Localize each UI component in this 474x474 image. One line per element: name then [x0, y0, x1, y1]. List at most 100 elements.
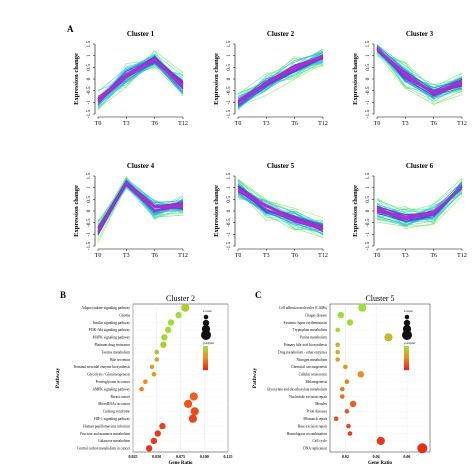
pathway-label: Nucleotide excision repair	[289, 395, 328, 399]
y-tick-label: 0.5	[365, 64, 371, 71]
y-tick-label: -1	[86, 232, 92, 237]
panel-label-c: C	[255, 290, 262, 300]
legend-color-segment	[203, 358, 208, 361]
x-axis-label: Gene Ratio	[368, 461, 393, 466]
legend-color-segment	[404, 346, 409, 349]
legend-color-segment	[203, 354, 208, 357]
y-axis-label: Expression change	[213, 53, 220, 105]
y-tick-label: -1.5	[86, 241, 92, 250]
enrichment-dot	[189, 392, 198, 401]
y-tick-label: 0.5	[365, 196, 371, 203]
y-tick-label: -1	[226, 232, 232, 237]
legend-size-dot	[202, 319, 210, 327]
enrichment-dot	[164, 326, 172, 334]
cluster-1-plot: Cluster 1 Expression change -1.5 -1 -0.5 0 0.5…	[73, 30, 188, 127]
member-line	[376, 46, 463, 105]
x-tick-label: T6	[151, 121, 158, 127]
legend-color-segment	[404, 356, 409, 359]
x-tick-label: T6	[430, 253, 437, 259]
panel-c-dot-plot: Cell adhesion molecules (CAMs) Chagas dis…	[252, 294, 431, 466]
y-tick-label: 0.5	[86, 196, 92, 203]
cluster-title: Cluster 1	[127, 30, 155, 38]
y-tick-label: -1.5	[226, 109, 232, 118]
y-tick-label: -1.5	[226, 241, 232, 250]
y-tick-label: 1	[365, 186, 371, 189]
pathway-label: Cushing syndrome	[103, 410, 130, 414]
pathway-label: Chagas disease	[305, 313, 327, 317]
member-line	[237, 188, 324, 229]
y-tick-label: -0.5	[226, 218, 232, 227]
panel-b-dot-plot: Adipocytokine signaling pathway Glioma Ins…	[55, 294, 233, 466]
x-tick-label: 0.06	[403, 454, 410, 459]
y-tick-label: -0.5	[226, 86, 232, 95]
legend-color-segment	[203, 350, 208, 353]
legend-size-dot	[203, 314, 209, 320]
enrichment-dot	[161, 334, 168, 341]
enrichment-dot	[344, 409, 350, 414]
enrichment-dot	[175, 311, 182, 319]
y-tick-label: 1.5	[86, 40, 92, 47]
enrichment-dot	[384, 333, 393, 342]
x-tick-label: T12	[178, 121, 188, 127]
legend-color-segment	[203, 346, 208, 349]
enrichment-dot	[154, 349, 160, 355]
y-tick-label: 0	[365, 209, 371, 212]
x-tick-label: T12	[318, 253, 328, 259]
enrichment-dot	[150, 437, 158, 445]
pathway-label: HIF-1 signaling pathway	[94, 417, 130, 421]
member-line	[237, 58, 324, 102]
pathway-label: Glyoxylate and dicarboxylate metabolism	[267, 387, 327, 391]
pathway-label: AMPK signaling pathway	[92, 387, 130, 391]
member-line	[376, 195, 463, 227]
y-tick-label: -0.5	[86, 86, 92, 95]
y-tick-label: -1	[365, 232, 371, 237]
pathway-label: Measles	[315, 402, 327, 406]
pathway-label: Nitrogen metabolism	[297, 358, 328, 362]
legend-color-segment	[404, 360, 409, 363]
x-tick-label: 0.100	[200, 454, 209, 459]
y-tick-label: 1	[365, 54, 371, 57]
legend-color-segment	[203, 356, 208, 359]
member-line	[97, 181, 184, 232]
y-axis-label: Pathway	[55, 368, 61, 389]
legend-color-segment	[404, 364, 409, 367]
enrichment-dot	[337, 311, 344, 319]
y-tick-label: -1	[365, 100, 371, 105]
enrichment-dot	[335, 349, 340, 355]
plot-frame	[329, 303, 431, 453]
cluster-6-plot: Cluster 6 Expression change -1.5 -1 -0.5 0 0.5…	[352, 162, 467, 259]
pathway-label: Platinum drug resistance	[94, 343, 130, 347]
legend-color-segment	[203, 352, 208, 355]
panel-label-b: B	[60, 290, 66, 300]
pathway-label: Human papillomavirus infection	[83, 424, 130, 428]
y-axis-label: Expression change	[352, 185, 359, 237]
pathway-label: Drug metabolism - other enzymes	[278, 350, 328, 354]
x-tick-label: T3	[123, 253, 130, 259]
y-tick-label: 0.5	[226, 196, 232, 203]
enrichment-dot	[145, 445, 153, 452]
legend-color-segment	[203, 360, 208, 363]
pathway-label: Fructose and mannose metabolism	[80, 432, 130, 436]
y-tick-label: 1	[226, 186, 232, 189]
enrichment-dot	[349, 400, 357, 408]
pathway-label: Base excision repair	[298, 424, 328, 428]
pathway-label: Adipocytokine signaling pathway	[81, 306, 130, 310]
enrichment-dot	[417, 443, 428, 454]
x-tick-label: T0	[95, 121, 102, 127]
y-tick-label: 0	[226, 77, 232, 80]
enrichment-dot	[159, 422, 166, 430]
enrichment-dot	[149, 364, 155, 370]
enrichment-dot	[188, 414, 197, 423]
pathway-label: Central carbon metabolism in cancer	[77, 447, 131, 451]
pathway-label: Homologous recombination	[287, 432, 327, 436]
x-tick-label: T6	[151, 253, 158, 259]
pathway-label: Cellular senescence	[299, 373, 328, 377]
pathway-label: Bile secretion	[110, 358, 130, 362]
enrichment-dot	[167, 319, 175, 326]
enrichment-dot	[184, 399, 193, 408]
enrichment-dot	[347, 431, 353, 436]
pathway-label: Galactose metabolism	[98, 439, 130, 443]
pathway-label: Primary bile acid biosynthesis	[284, 343, 328, 347]
x-tick-label: T0	[374, 253, 381, 259]
y-axis-label: Expression change	[73, 185, 80, 237]
